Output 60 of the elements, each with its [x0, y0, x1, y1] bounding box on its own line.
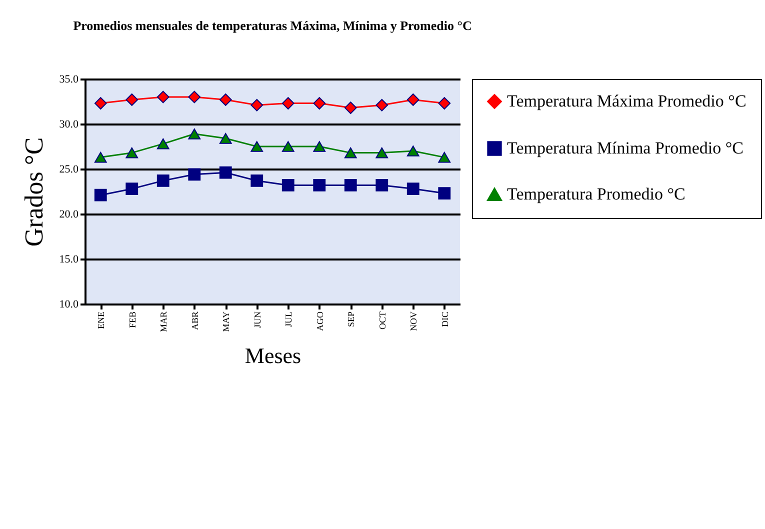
- y-tick-label: 25.0: [59, 164, 79, 176]
- x-tick-label: ABR: [190, 312, 200, 330]
- point: [219, 132, 232, 144]
- x-axis-title: Meses: [244, 343, 302, 368]
- point: [344, 147, 357, 158]
- x-tick-label: ENE: [96, 311, 106, 329]
- point: [344, 179, 357, 192]
- point: [438, 187, 451, 200]
- x-tick-label: NOV: [408, 311, 419, 331]
- x-tick-label: JUL: [284, 312, 294, 327]
- point: [126, 182, 138, 195]
- point: [94, 97, 107, 110]
- point: [282, 179, 294, 192]
- x-tick-label: SEP: [346, 312, 356, 328]
- point: [376, 147, 388, 158]
- y-tick-label: 30.0: [59, 118, 79, 130]
- point: [376, 98, 388, 112]
- point: [313, 179, 326, 192]
- point: [313, 141, 326, 152]
- chart-title: Promedios mensuales de temperaturas Máxima, Mínima y Promedio °C: [73, 18, 472, 33]
- point: [156, 138, 170, 150]
- point: [156, 174, 170, 187]
- point: [219, 94, 232, 106]
- point: [406, 182, 420, 195]
- x-tick-label: MAY: [221, 311, 232, 332]
- point: [344, 102, 357, 114]
- point: [188, 128, 201, 140]
- x-tick-label: AGO: [314, 311, 325, 331]
- legend-label: Temperatura Mínima Promedio °C: [507, 138, 744, 158]
- x-tick-label: OCT: [377, 311, 388, 330]
- y-axis-title: Grados °C: [19, 137, 48, 247]
- point: [313, 97, 326, 110]
- legend-label: Temperatura Máxima Promedio °C: [507, 92, 746, 110]
- x-tick-label: DIC: [440, 312, 450, 327]
- x-tick-label: JUN: [252, 311, 262, 328]
- y-tick-label: 10.0: [59, 298, 79, 310]
- point: [438, 97, 451, 110]
- point: [126, 147, 138, 158]
- point: [219, 166, 232, 179]
- point: [94, 188, 107, 202]
- point: [438, 152, 451, 163]
- y-tick-label: 20.0: [59, 208, 79, 220]
- x-tick-label: FEB: [127, 312, 138, 328]
- point: [156, 90, 170, 104]
- y-tick-label: 15.0: [59, 254, 79, 266]
- point: [188, 90, 201, 104]
- point: [282, 97, 294, 110]
- point: [406, 146, 420, 156]
- point: [188, 168, 201, 181]
- point: [406, 94, 420, 106]
- x-tick-label: MAR: [158, 312, 169, 332]
- point: [376, 179, 388, 192]
- point: [250, 174, 264, 187]
- point: [250, 98, 264, 112]
- point: [250, 141, 264, 152]
- y-tick-label: 35.0: [59, 74, 79, 86]
- point: [282, 141, 294, 152]
- legend-label: Temperatura Promedio °C: [507, 184, 686, 204]
- point: [94, 152, 107, 163]
- point: [126, 94, 138, 106]
